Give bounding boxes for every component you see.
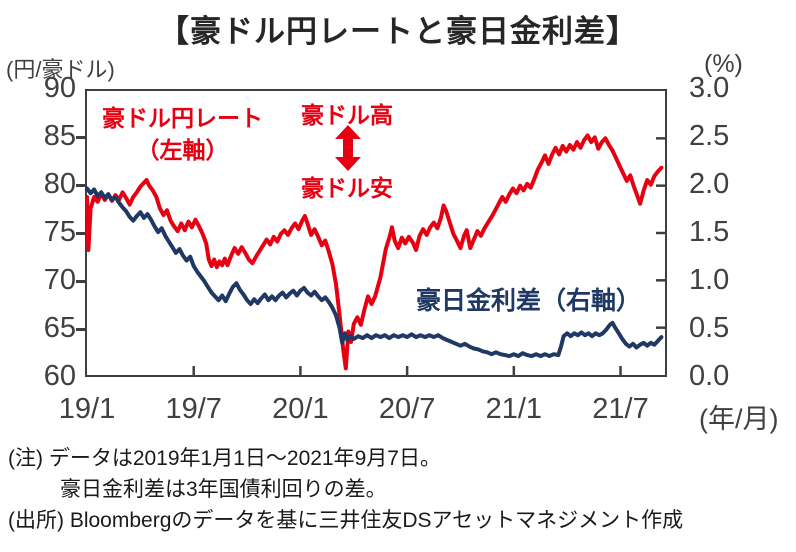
red-series-annotation-line1: 豪ドル円レート bbox=[102, 105, 263, 131]
chart-title: 【豪ドル円レートと豪日金利差】 bbox=[158, 14, 638, 49]
right-axis-tick-2.5: 2.5 bbox=[689, 120, 730, 152]
x-axis-tick-21-7: 21/7 bbox=[592, 393, 649, 425]
right-axis-tick-0.5: 0.5 bbox=[689, 312, 730, 344]
right-axis-tick-1.0: 1.0 bbox=[689, 264, 730, 296]
note-line-2: 豪日金利差は3年国債利回りの差。 bbox=[60, 478, 387, 501]
left-axis-tick-60: 60 bbox=[43, 360, 76, 392]
left-axis-tick-85: 85 bbox=[43, 120, 76, 152]
red-series-annotation-line2: （左軸） bbox=[136, 137, 229, 163]
left-axis-tickmark bbox=[76, 232, 85, 235]
left-axis-tick-90: 90 bbox=[43, 72, 76, 104]
x-axis-tick-20-7: 20/7 bbox=[378, 393, 436, 425]
x-axis-tick-20-1: 20/1 bbox=[272, 393, 329, 425]
left-axis-tick-65: 65 bbox=[43, 312, 76, 344]
x-axis-tick-21-1: 21/1 bbox=[485, 393, 543, 425]
x-axis-tick-19-1: 19/1 bbox=[58, 393, 116, 425]
red-series-annotation: 豪ドル円レート （左軸） bbox=[95, 102, 270, 166]
right-axis-unit-label: (%) bbox=[704, 50, 743, 78]
left-axis-tick-80: 80 bbox=[43, 168, 76, 200]
plot-area bbox=[85, 89, 667, 377]
footnotes: (注) データは2019年1月1日～2021年9月7日。 豪日金利差は3年国債利… bbox=[8, 443, 792, 536]
right-axis-tick-0.0: 0.0 bbox=[689, 360, 730, 392]
right-axis-tick-3.0: 3.0 bbox=[689, 72, 730, 104]
left-axis-tick-75: 75 bbox=[43, 216, 76, 248]
right-axis-tick-2.0: 2.0 bbox=[689, 168, 730, 200]
x-axis-tick-19-7: 19/7 bbox=[165, 393, 222, 425]
left-axis-tickmark bbox=[76, 184, 85, 187]
rate-differential-line bbox=[85, 186, 664, 359]
up-down-arrow-icon bbox=[335, 125, 361, 171]
line-chart-canvas bbox=[85, 133, 665, 375]
aud-low-label: 豪ドル安 bbox=[301, 175, 393, 201]
x-axis-unit-label: (年/月) bbox=[699, 404, 779, 434]
left-axis-tick-70: 70 bbox=[43, 264, 76, 296]
left-axis-unit-label: (円/豪ドル) bbox=[6, 57, 115, 82]
left-axis-tickmark bbox=[76, 136, 85, 139]
left-axis-tickmark bbox=[76, 280, 85, 283]
aud-high-label: 豪ドル高 bbox=[301, 102, 393, 128]
left-axis-tickmark bbox=[76, 328, 85, 331]
navy-series-annotation: 豪日金利差（右軸） bbox=[416, 287, 642, 315]
right-axis-tick-1.5: 1.5 bbox=[689, 216, 730, 248]
audjpy-rate-line bbox=[85, 133, 664, 371]
note-line-1: (注) データは2019年1月1日～2021年9月7日。 bbox=[8, 447, 441, 470]
source-line: (出所) Bloombergのデータを基に三井住友DSアセットマネジメント作成 bbox=[8, 509, 684, 532]
